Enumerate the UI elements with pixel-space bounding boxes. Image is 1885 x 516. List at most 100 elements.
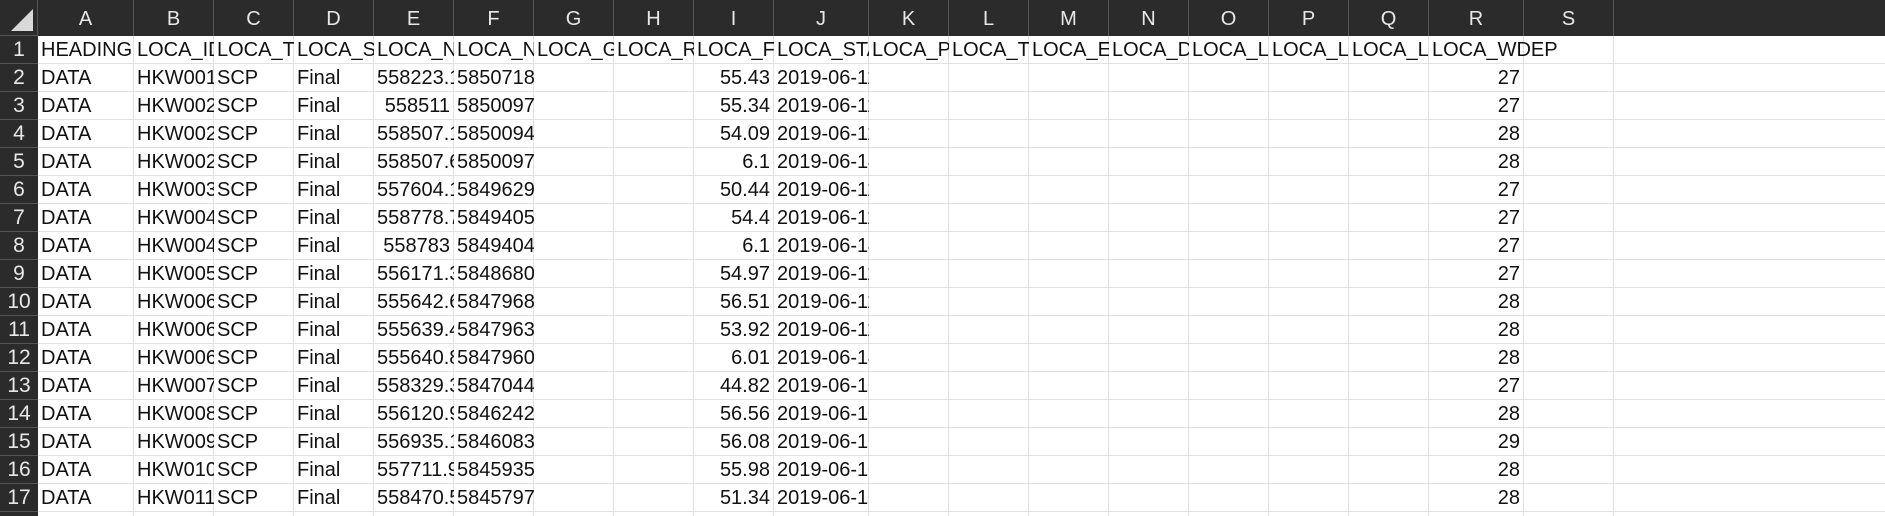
cell-g4[interactable] — [534, 120, 614, 148]
cell-r1[interactable]: LOCA_WDEP — [1432, 39, 1558, 61]
cell-m17[interactable] — [1029, 484, 1109, 512]
cell-b8[interactable]: HKW004-T — [137, 235, 214, 257]
cell-e14[interactable]: 556120.9 — [377, 403, 454, 425]
row-header-3[interactable]: 3 — [0, 92, 38, 120]
cell-m10[interactable] — [1029, 288, 1109, 316]
cell-j12[interactable]: 2019-06-14 — [777, 347, 869, 369]
cell-h7[interactable] — [614, 204, 694, 232]
cell-b3[interactable]: HKW002-F — [137, 95, 214, 117]
cell-j4[interactable]: 2019-06-11 — [777, 123, 869, 145]
cell-g2[interactable] — [534, 64, 614, 92]
cell-o17[interactable] — [1189, 484, 1269, 512]
cell-e1[interactable]: LOCA_NAT — [377, 39, 454, 61]
cell-d7[interactable]: Final — [297, 207, 341, 229]
cell-h10[interactable] — [614, 288, 694, 316]
column-header-e[interactable]: E — [374, 0, 454, 36]
cell-i15[interactable]: 56.08 — [719, 431, 770, 453]
cell-g5[interactable] — [534, 148, 614, 176]
cell-p15[interactable] — [1269, 428, 1349, 456]
column-header-o[interactable]: O — [1189, 0, 1269, 36]
cell-b4[interactable]: HKW002-S — [137, 123, 214, 145]
cell-m16[interactable] — [1029, 456, 1109, 484]
cell-r9[interactable]: 27 — [1497, 263, 1520, 285]
cell-q15[interactable] — [1349, 428, 1429, 456]
cell-o4[interactable] — [1189, 120, 1269, 148]
cell-q8[interactable] — [1349, 232, 1429, 260]
cell-l15[interactable] — [949, 428, 1029, 456]
cell-k5[interactable] — [869, 148, 949, 176]
cell-j17[interactable]: 2019-06-10 — [777, 487, 869, 509]
cell-a1[interactable]: HEADING — [41, 39, 133, 61]
cell-j6[interactable]: 2019-06-11 — [777, 179, 869, 201]
cell-h3[interactable] — [614, 92, 694, 120]
cell-h17[interactable] — [614, 484, 694, 512]
cell-i4[interactable]: 54.09 — [719, 123, 770, 145]
cell-h5[interactable] — [614, 148, 694, 176]
cell-j14[interactable]: 2019-06-10 — [777, 403, 869, 425]
column-header-d[interactable]: D — [294, 0, 374, 36]
cell-d8[interactable]: Final — [297, 235, 341, 257]
cell-b5[interactable]: HKW002-T — [137, 151, 214, 173]
cell-e3[interactable]: 558511 — [384, 95, 450, 117]
cell-h12[interactable] — [614, 344, 694, 372]
cell-i13[interactable]: 44.82 — [719, 375, 770, 397]
cell-m12[interactable] — [1029, 344, 1109, 372]
cell-o3[interactable] — [1189, 92, 1269, 120]
cell-f13[interactable]: 5847044 — [457, 375, 534, 397]
cell-m2[interactable] — [1029, 64, 1109, 92]
cell-e9[interactable]: 556171.3 — [377, 263, 454, 285]
cell-q3[interactable] — [1349, 92, 1429, 120]
cell-r16[interactable]: 28 — [1497, 459, 1520, 481]
row-header-10[interactable]: 10 — [0, 288, 38, 316]
cell-n14[interactable] — [1109, 400, 1189, 428]
cell-o8[interactable] — [1189, 232, 1269, 260]
row-header-8[interactable]: 8 — [0, 232, 38, 260]
cell-f5[interactable]: 5850097 — [457, 151, 534, 173]
cell-f16[interactable]: 5845935 — [457, 459, 534, 481]
cell-f1[interactable]: LOCA_NAT — [457, 39, 534, 61]
cell-d15[interactable]: Final — [297, 431, 341, 453]
cell-n13[interactable] — [1109, 372, 1189, 400]
cell-c6[interactable]: SCP — [217, 179, 259, 201]
row-header-1[interactable]: 1 — [0, 36, 38, 64]
cell-c2[interactable]: SCP — [217, 67, 259, 89]
cell-a14[interactable]: DATA — [41, 403, 92, 425]
row-header-16[interactable]: 16 — [0, 456, 38, 484]
cell-c9[interactable]: SCP — [217, 263, 259, 285]
column-header-f[interactable]: F — [454, 0, 534, 36]
cell-h6[interactable] — [614, 176, 694, 204]
cell-a8[interactable]: DATA — [41, 235, 92, 257]
cell-d16[interactable]: Final — [297, 459, 341, 481]
cell-j13[interactable]: 2019-06-10 — [777, 375, 869, 397]
cell-a15[interactable]: DATA — [41, 431, 92, 453]
cell-l8[interactable] — [949, 232, 1029, 260]
cell-f8[interactable]: 5849404 — [457, 235, 534, 257]
cell-r15[interactable]: 29 — [1497, 431, 1520, 453]
cell-m13[interactable] — [1029, 372, 1109, 400]
cell-p5[interactable] — [1269, 148, 1349, 176]
cell-n17[interactable] — [1109, 484, 1189, 512]
cell-i1[interactable]: LOCA_FDE — [697, 39, 774, 61]
cell-i8[interactable]: 6.1 — [742, 235, 770, 257]
cell-p10[interactable] — [1269, 288, 1349, 316]
cell-e11[interactable]: 555639.4 — [377, 319, 454, 341]
cell-q13[interactable] — [1349, 372, 1429, 400]
cell-o10[interactable] — [1189, 288, 1269, 316]
cell-b16[interactable]: HKW010-F — [137, 459, 214, 481]
cell-o5[interactable] — [1189, 148, 1269, 176]
column-header-s[interactable]: S — [1524, 0, 1614, 36]
cell-j1[interactable]: LOCA_STAR — [777, 39, 869, 61]
cell-p4[interactable] — [1269, 120, 1349, 148]
cell-h1[interactable]: LOCA_REM — [617, 39, 694, 61]
column-header-h[interactable]: H — [614, 0, 694, 36]
cell-f17[interactable]: 5845797 — [457, 487, 534, 509]
cell-q10[interactable] — [1349, 288, 1429, 316]
cell-g7[interactable] — [534, 204, 614, 232]
cell-p7[interactable] — [1269, 204, 1349, 232]
cell-n16[interactable] — [1109, 456, 1189, 484]
cell-r13[interactable]: 27 — [1497, 375, 1520, 397]
cell-d4[interactable]: Final — [297, 123, 341, 145]
column-header-i[interactable]: I — [694, 0, 774, 36]
cell-n4[interactable] — [1109, 120, 1189, 148]
column-header-b[interactable]: B — [134, 0, 214, 36]
